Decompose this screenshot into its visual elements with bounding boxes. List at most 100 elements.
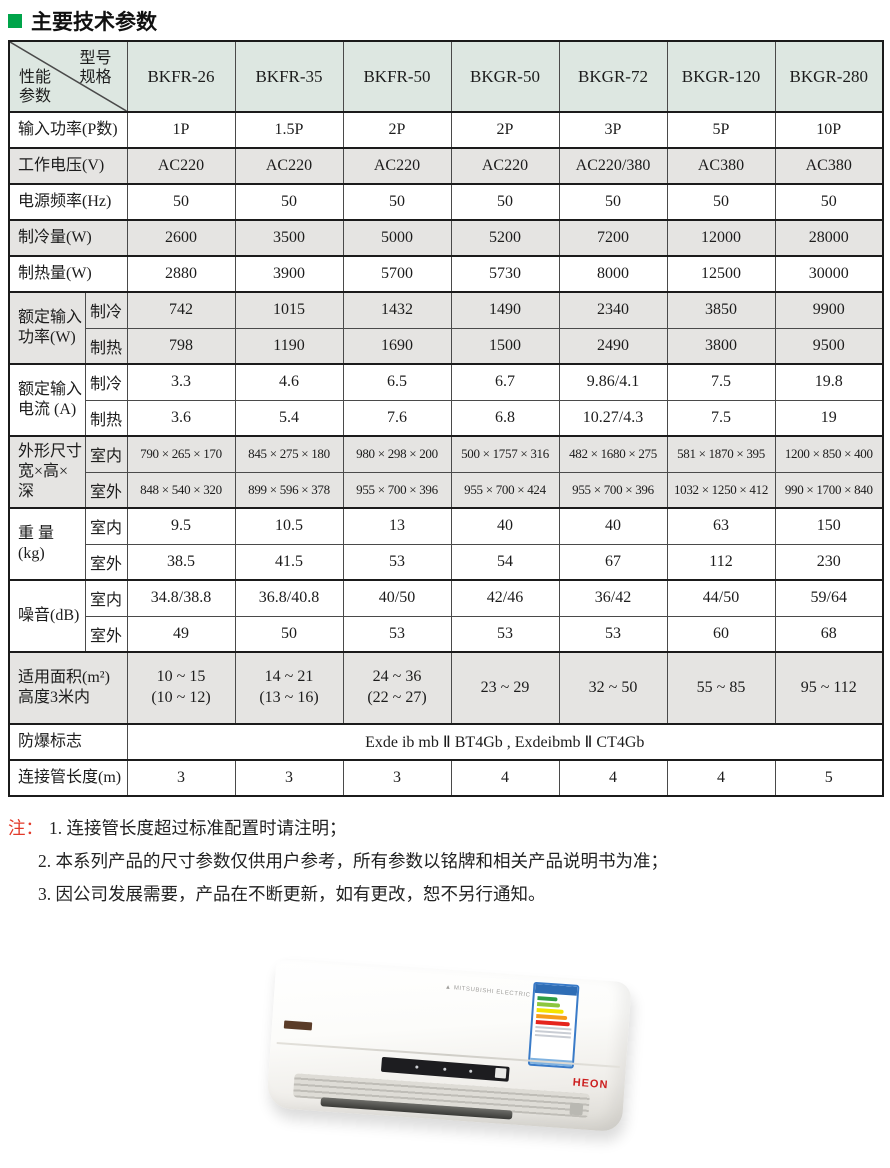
- table-cell: 1690: [342, 327, 452, 365]
- table-row: 适用面积(m²) 高度3米内 10 ~ 15 (10 ~ 12) 14 ~ 21 (…: [8, 651, 884, 725]
- mitsubishi-brand-text: ▲ MITSUBISHI ELECTRIC: [444, 984, 531, 999]
- note-item: 1. 连接管长度超过标准配置时请注明；: [49, 818, 347, 838]
- table-row: 制热量(W) 2880 3900 5700 5730 8000 12500 30000: [8, 255, 884, 293]
- table-cell: 899 × 596 × 378: [234, 471, 344, 509]
- row-sublabel: 制冷: [84, 363, 128, 401]
- energy-bar: [536, 1002, 561, 1008]
- row-sublabel: 室外: [84, 615, 128, 653]
- table-cell: AC220/380: [558, 147, 668, 185]
- table-cell: 50: [666, 183, 776, 221]
- table-cell: 50: [234, 183, 344, 221]
- table-cell: 150: [774, 507, 884, 545]
- spec-table: 型号 规格 性能 参数 BKFR-26 BKFR-35 BKFR-50 BKGR…: [8, 40, 884, 797]
- table-cell: 230: [774, 543, 884, 581]
- row-sublabel: 制热: [84, 399, 128, 437]
- table-cell: 1500: [450, 327, 560, 365]
- corner-label-parameter: 性能 参数: [19, 68, 52, 105]
- table-cell: 5200: [450, 219, 560, 257]
- row-label: 输入功率(P数): [8, 111, 128, 149]
- diagonal-corner-cell: 型号 规格 性能 参数: [8, 40, 128, 113]
- table-cell: 9.5: [126, 507, 236, 545]
- table-cell: 990 × 1700 × 840: [774, 471, 884, 509]
- table-cell: 53: [342, 615, 452, 653]
- table-row: 输入功率(P数) 1P 1.5P 2P 2P 3P 5P 10P: [8, 111, 884, 149]
- note-prefix: 注：: [8, 818, 43, 838]
- row-label: 适用面积(m²) 高度3米内: [8, 651, 128, 725]
- energy-label-bars: [533, 993, 577, 1027]
- table-cell: AC220: [126, 147, 236, 185]
- row-sublabel: 制冷: [84, 291, 128, 329]
- table-row: 连接管长度(m) 3 3 3 4 4 4 5: [8, 759, 884, 797]
- table-cell: 23 ~ 29: [450, 651, 560, 725]
- display-panel: [380, 1056, 510, 1082]
- row-label: 制热量(W): [8, 255, 128, 293]
- table-cell: 4.6: [234, 363, 344, 401]
- table-cell: 2P: [342, 111, 452, 149]
- product-image: ▲ MITSUBISHI ELECTRIC HEON: [255, 948, 655, 1163]
- table-cell: 4: [558, 759, 668, 797]
- row-label: 重 量 (kg): [8, 507, 86, 581]
- table-cell: 10 ~ 15 (10 ~ 12): [126, 651, 236, 725]
- table-cell: 12000: [666, 219, 776, 257]
- table-cell: 1.5P: [234, 111, 344, 149]
- table-row: 室外 38.5 41.5 53 54 67 112 230: [9, 543, 884, 581]
- table-cell: 798: [126, 327, 236, 365]
- note-item: 3. 因公司发展需要，产品在不断更新，如有更改，恕不另行通知。: [38, 883, 546, 904]
- heon-logo: HEON: [572, 1076, 610, 1092]
- table-cell: 2600: [126, 219, 236, 257]
- table-cell: 7.5: [666, 363, 776, 401]
- table-cell: 3900: [234, 255, 344, 293]
- header-row: 型号 规格 性能 参数 BKFR-26 BKFR-35 BKFR-50 BKGR…: [8, 40, 884, 113]
- table-cell: 53: [342, 543, 452, 581]
- spec-table-body: 输入功率(P数) 1P 1.5P 2P 2P 3P 5P 10P 工作电压(V) AC220 AC2…: [8, 111, 884, 797]
- table-row: 室外 49 50 53 53 53 60 68: [9, 615, 884, 653]
- display-button: [494, 1067, 507, 1079]
- table-cell: 3P: [558, 111, 668, 149]
- row-sublabel: 制热: [84, 327, 128, 365]
- note-line: 注： 1. 连接管长度超过标准配置时请注明；: [8, 818, 668, 840]
- model-header: BKGR-50: [450, 40, 560, 113]
- row-label: 制冷量(W): [8, 219, 128, 257]
- table-cell: 19.8: [774, 363, 884, 401]
- table-cell: AC380: [666, 147, 776, 185]
- table-cell: 3.3: [126, 363, 236, 401]
- table-cell: 2340: [558, 291, 668, 329]
- row-sublabel: 室内: [84, 507, 128, 545]
- table-cell: AC220: [342, 147, 452, 185]
- corner-button: [569, 1102, 584, 1116]
- table-cell: 10P: [774, 111, 884, 149]
- page-title-row: 主要技术参数: [8, 6, 157, 36]
- energy-bar: [536, 1008, 564, 1014]
- row-label: 额定输入 电流 (A): [8, 363, 86, 437]
- table-cell: 28000: [774, 219, 884, 257]
- table-cell: 34.8/38.8: [126, 579, 236, 617]
- note-line: 2. 本系列产品的尺寸参数仅供用户参考，所有参数以铭牌和相关产品说明书为准；: [8, 851, 668, 873]
- table-cell: 5700: [342, 255, 452, 293]
- row-sublabel: 室外: [84, 471, 128, 509]
- row-label: 电源频率(Hz): [8, 183, 128, 221]
- table-row: 电源频率(Hz) 50 50 50 50 50 50 50: [8, 183, 884, 221]
- table-cell: 980 × 298 × 200: [342, 435, 452, 473]
- model-header: BKGR-72: [558, 40, 668, 113]
- model-header: BKFR-35: [234, 40, 344, 113]
- table-cell: 742: [126, 291, 236, 329]
- table-cell: 581 × 1870 × 395: [666, 435, 776, 473]
- row-label: 噪音(dB): [8, 579, 86, 653]
- table-cell: 3500: [234, 219, 344, 257]
- notes-block: 注： 1. 连接管长度超过标准配置时请注明； 2. 本系列产品的尺寸参数仅供用户…: [8, 818, 668, 917]
- table-cell: 7.5: [666, 399, 776, 437]
- table-cell: 2490: [558, 327, 668, 365]
- table-cell: 38.5: [126, 543, 236, 581]
- table-cell: 8000: [558, 255, 668, 293]
- table-cell: 32 ~ 50: [558, 651, 668, 725]
- table-cell: 3: [342, 759, 452, 797]
- row-label: 外形尺寸 宽×高×深: [8, 435, 86, 509]
- row-sublabel: 室内: [84, 435, 128, 473]
- table-row: 制冷量(W) 2600 3500 5000 5200 7200 12000 28000: [8, 219, 884, 257]
- table-cell: AC380: [774, 147, 884, 185]
- table-cell: 59/64: [774, 579, 884, 617]
- table-cell: 9900: [774, 291, 884, 329]
- table-row: 防爆标志 Exde ib mb Ⅱ BT4Gb , Exdeibmb Ⅱ CT4G…: [8, 723, 884, 761]
- energy-label-fineprint: [534, 1025, 572, 1039]
- table-cell: 2880: [126, 255, 236, 293]
